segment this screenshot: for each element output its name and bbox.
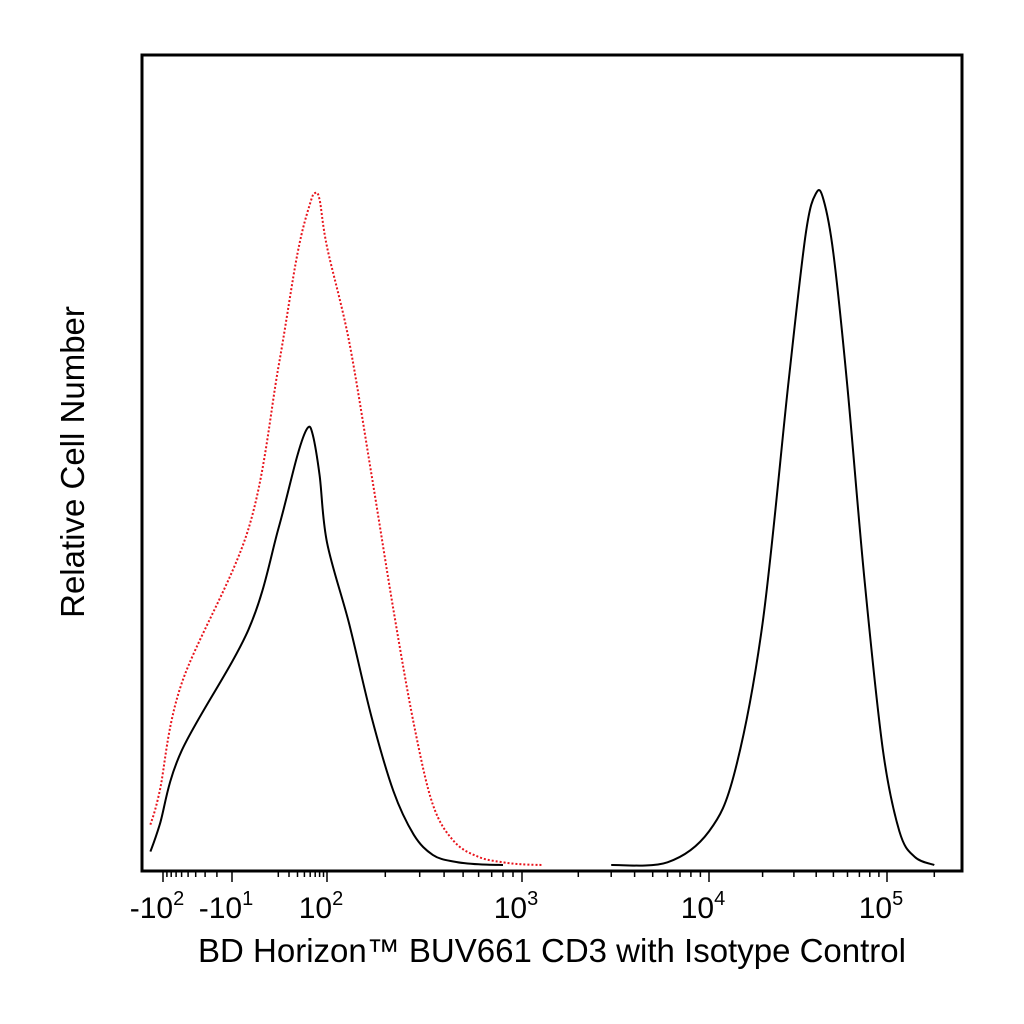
series-line-2 — [149, 425, 504, 866]
x-tick-layer: -102 -101 102 103 104 105 — [130, 871, 936, 925]
y-axis-label: Relative Cell Number — [54, 306, 91, 618]
series-layer — [149, 188, 935, 867]
x-axis-label: BD Horizon™ BUV661 CD3 with Isotype Cont… — [198, 932, 906, 969]
x-tick-label-2: -101 — [199, 888, 253, 925]
x-tick-label-1: -102 — [130, 888, 184, 925]
plot-frame — [140, 53, 964, 873]
x-tick-label-6: 105 — [859, 888, 904, 925]
x-tick-label-3: 102 — [299, 888, 344, 925]
x-tick-label-5: 104 — [681, 888, 726, 925]
series-line-3 — [611, 188, 935, 867]
x-tick-label-4: 103 — [494, 888, 539, 925]
series-line-1 — [149, 191, 544, 866]
